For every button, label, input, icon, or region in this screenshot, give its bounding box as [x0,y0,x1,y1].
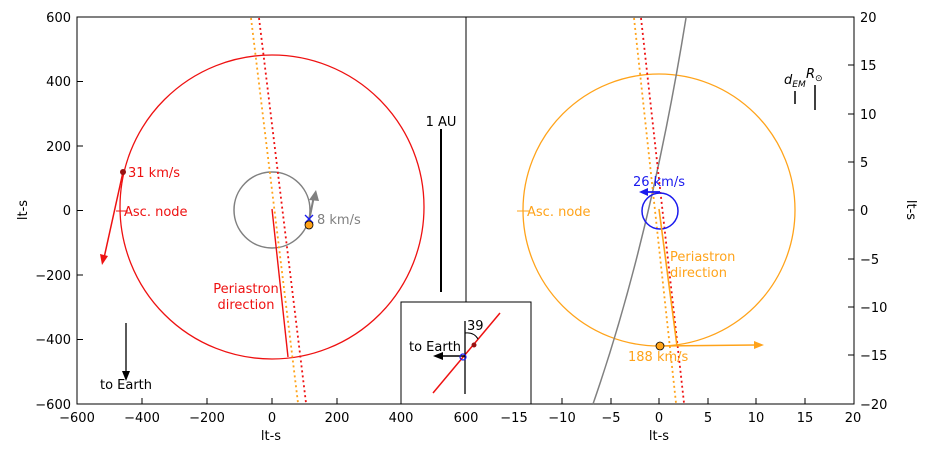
left-ytick-m400: −400 [35,333,71,348]
left-xtick-m400: −400 [124,411,160,426]
inset-red-marker [471,342,477,348]
right-ytick-0: 0 [860,204,868,219]
left-xtick-m600: −600 [59,411,95,426]
inset-blue-marker [459,353,467,361]
inset-to-earth-label: to Earth [409,340,461,355]
red-star-marker [120,169,126,175]
right-xtick-10: 10 [748,411,765,426]
right-xtick-15: 15 [797,411,814,426]
right-ytick-m10: −10 [860,301,887,316]
left-panel: 31 km/s Asc. node 8 km/s Periastron dire… [16,11,478,444]
right-ytick-m15: −15 [860,349,887,364]
periastron-line-right [658,208,678,347]
periastron-label-left-2: direction [218,298,275,313]
d-em-label: dEM [784,73,806,90]
blue-arrowhead [639,188,648,196]
to-earth-arrowhead [122,371,130,381]
left-x-axis [76,398,402,404]
right-xtick-m10: −10 [548,411,575,426]
to-earth-label-left: to Earth [100,378,152,393]
speed-red-label: 31 km/s [128,166,180,181]
gray-orbit [233,171,311,249]
speed-orange-label: 188 km/s [628,350,689,365]
right-panel: dEM R⊙ 26 km/s Asc. node Periastron dire… [465,11,918,444]
right-ytick-10: 10 [860,108,877,123]
right-ytick-15: 15 [860,59,877,74]
left-ytick-400: 400 [46,75,71,90]
periastron-label-right-2: direction [670,266,727,281]
speed-blue-label: 26 km/s [633,175,685,190]
right-ytick-m5: −5 [860,253,879,268]
speed-gray-label: 8 km/s [317,213,361,228]
right-ytick-5: 5 [860,156,868,171]
inset-panel: 39 to Earth [400,301,532,405]
inset-angle-label: 39 [467,319,484,334]
right-x-axis [513,398,806,404]
right-ylabel: lt-s [903,200,918,220]
right-xtick-m5: −5 [601,411,620,426]
scale-bar-label: 1 AU [426,115,457,130]
red-arrowhead [100,254,108,265]
left-ytick-600: 600 [46,11,71,26]
left-xtick-m200: −200 [189,411,225,426]
inset-earth-arrowhead [433,352,443,360]
right-ytick-20: 20 [860,11,877,26]
left-ytick-m600: −600 [35,398,71,413]
blue-orbit [641,192,679,230]
right-xtick-5: 5 [704,411,712,426]
periastron-label-left-1: Periastron [213,282,278,297]
periastron-line [271,208,289,358]
red-velocity-arrow [103,171,124,259]
gray-arrowhead [309,190,319,201]
orange-star-marker [304,220,314,230]
left-xtick-0: 0 [268,411,276,426]
left-y-axis [77,16,83,405]
left-ytick-m200: −200 [35,269,71,284]
right-xtick-m15: −15 [500,411,527,426]
left-xtick-200: 200 [325,411,350,426]
r-sun-label: R⊙ [806,67,823,84]
red-dotted-line [258,17,307,404]
inset-red-line [432,312,501,394]
orange-arrowhead [754,341,764,349]
asc-node-label-left: Asc. node [124,205,188,220]
right-xtick-0: 0 [655,411,663,426]
right-xlabel: lt-s [649,429,669,444]
orange-star-marker-right [655,341,665,351]
orange-dotted-line [250,17,299,404]
left-xtick-400: 400 [389,411,414,426]
right-xtick-20: 20 [845,411,862,426]
inset-angle-arc [464,332,479,340]
left-ylabel: lt-s [16,200,31,220]
left-xlabel: lt-s [261,429,281,444]
left-ytick-0: 0 [63,204,71,219]
right-ytick-m20: −20 [860,398,887,413]
orange-velocity-arrow [659,344,757,347]
gray-curve [592,17,687,405]
left-xtick-600: 600 [454,411,479,426]
red-orbit [119,54,425,360]
asc-node-label-right: Asc. node [527,205,591,220]
right-y-axis [848,16,854,405]
left-ytick-200: 200 [46,140,71,155]
periastron-label-right-1: Periastron [670,250,735,265]
